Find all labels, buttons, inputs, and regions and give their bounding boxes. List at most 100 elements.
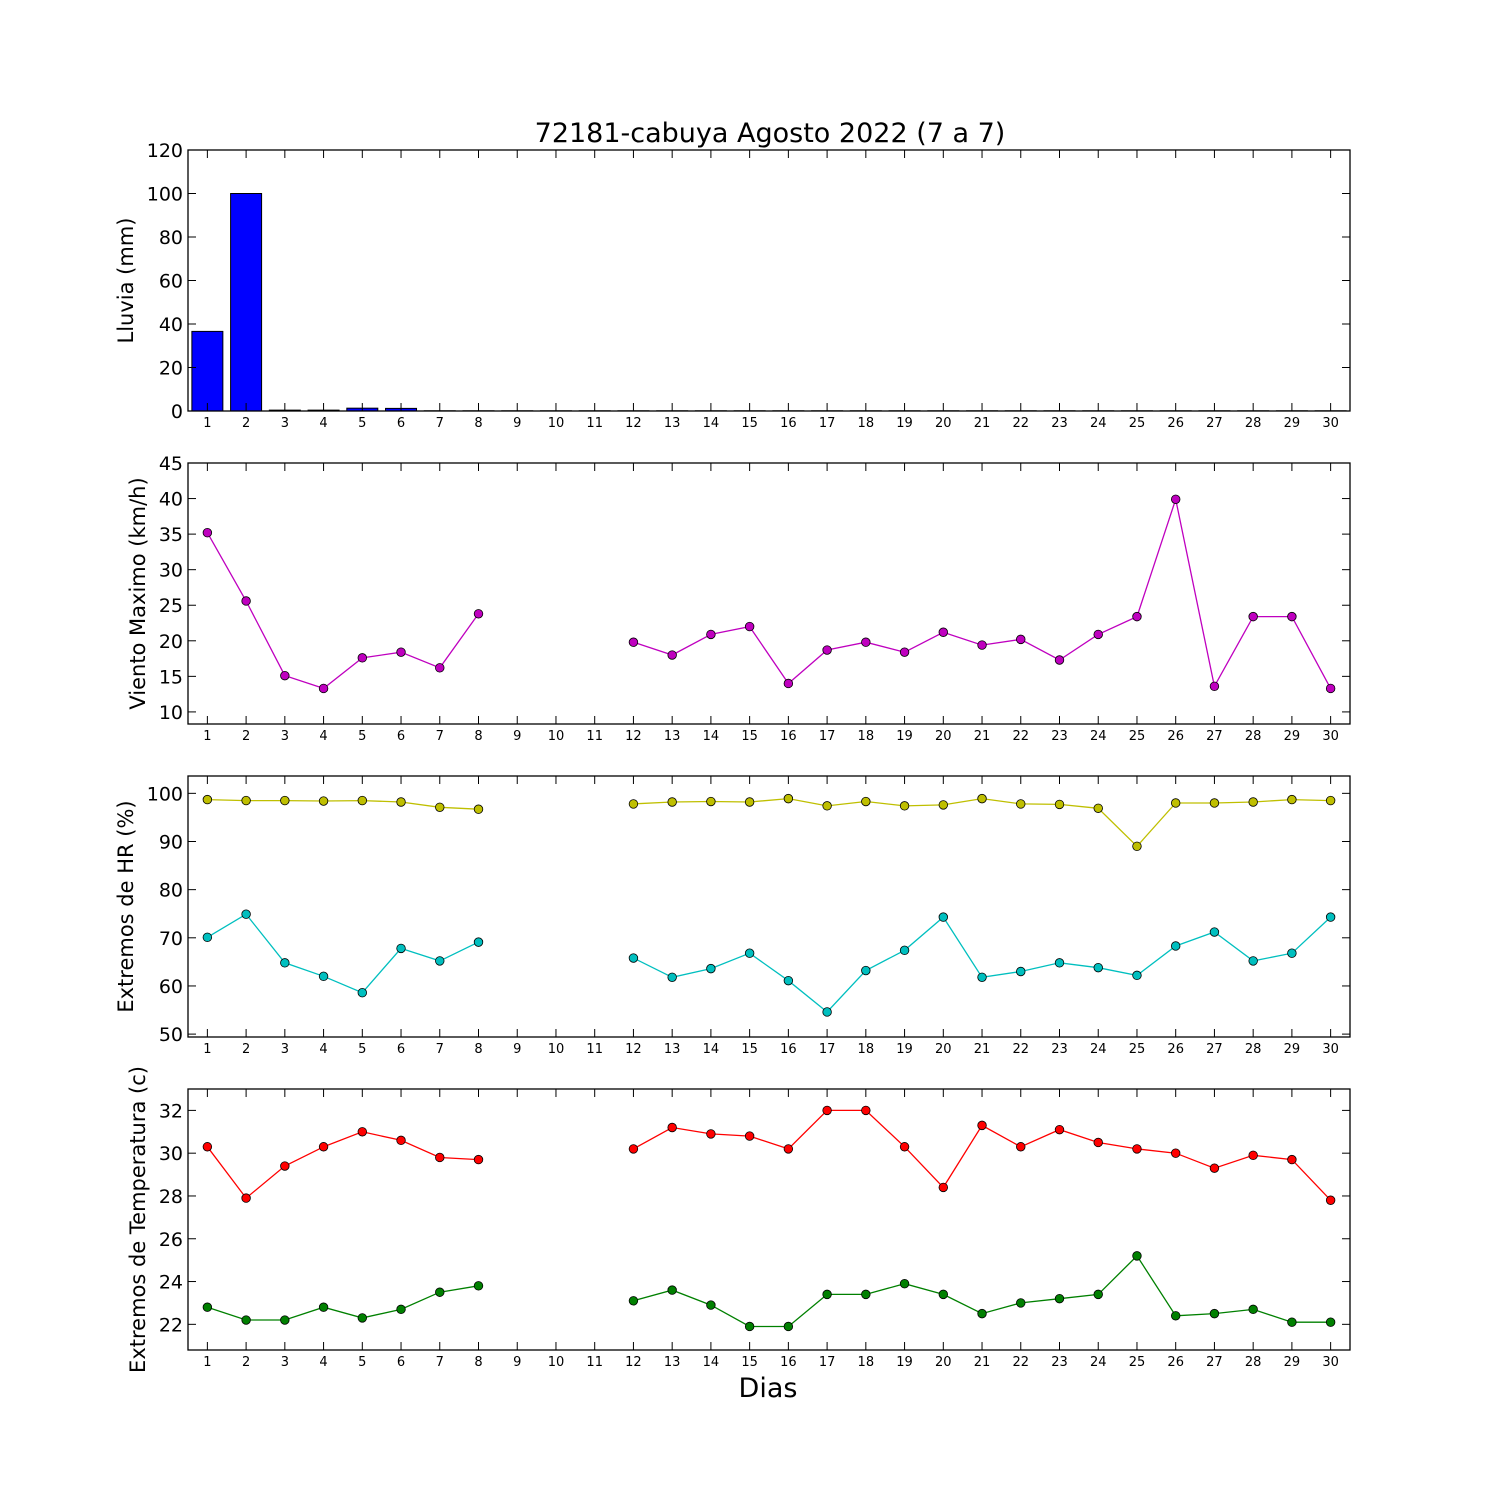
y-axis-label: Extremos de Temperatura (c) xyxy=(126,1066,150,1373)
y-tick-label: 20 xyxy=(159,631,183,653)
x-tick-label: 30 xyxy=(1322,416,1339,431)
series-2-point-day-12 xyxy=(628,953,639,963)
y-tick-label: 50 xyxy=(159,1024,183,1046)
x-tick-label: 3 xyxy=(281,1355,289,1370)
series-2-point-day-6 xyxy=(396,1304,406,1315)
x-tick-label: 2 xyxy=(242,729,250,744)
series-1-point-day-20 xyxy=(938,627,949,637)
x-tick-label: 23 xyxy=(1051,1355,1068,1370)
x-tick-label: 16 xyxy=(780,1355,797,1370)
series-2-point-day-4 xyxy=(318,971,329,982)
series-2-point-day-15 xyxy=(744,948,755,958)
series-1-point-day-13 xyxy=(667,1122,677,1133)
series-1-point-day-4 xyxy=(318,683,329,694)
series-2-point-day-3 xyxy=(280,1315,290,1325)
series-1-point-day-24 xyxy=(1093,1137,1103,1148)
series-1-point-day-13 xyxy=(667,797,677,807)
y-tick-label: 40 xyxy=(159,489,183,511)
series-2-point-day-21 xyxy=(977,972,987,982)
series-1-point-day-5 xyxy=(357,653,368,663)
series-1-point-day-2 xyxy=(241,1193,251,1203)
series-2-point-day-7 xyxy=(435,956,445,966)
x-tick-label: 7 xyxy=(436,1042,444,1057)
series-1-point-day-6 xyxy=(396,1135,406,1146)
x-tick-label: 17 xyxy=(819,1042,836,1057)
x-tick-label: 13 xyxy=(664,1355,681,1370)
series-1-point-day-18 xyxy=(861,1105,871,1116)
series-1-point-day-4 xyxy=(318,1142,329,1152)
series-2-point-day-29 xyxy=(1287,948,1297,958)
x-tick-label: 28 xyxy=(1245,1042,1262,1057)
series-2-point-day-20 xyxy=(938,912,949,922)
series-1-point-day-23 xyxy=(1054,1124,1065,1135)
series-1-point-day-2 xyxy=(241,596,251,606)
series-1-point-day-3 xyxy=(280,795,290,806)
series-1-point-day-26 xyxy=(1170,1148,1181,1158)
x-tick-label: 14 xyxy=(703,729,720,744)
x-tick-label: 1 xyxy=(203,729,211,744)
x-tick-label: 13 xyxy=(664,729,681,744)
y-tick-label: 15 xyxy=(159,666,183,688)
series-2-point-day-5 xyxy=(357,1313,368,1323)
series-2-point-day-3 xyxy=(280,958,290,968)
series-1-point-day-7 xyxy=(435,802,445,813)
series-1-point-day-8 xyxy=(473,609,484,619)
x-tick-label: 9 xyxy=(513,1355,521,1370)
x-tick-label: 4 xyxy=(319,1042,327,1057)
series-1-point-day-25 xyxy=(1132,1144,1142,1154)
x-tick-label: 6 xyxy=(397,416,405,431)
x-tick-label: 3 xyxy=(281,416,289,431)
x-tick-label: 21 xyxy=(974,729,991,744)
x-tick-label: 17 xyxy=(819,416,836,431)
series-1-point-day-27 xyxy=(1209,681,1220,692)
x-tick-label: 19 xyxy=(896,1355,913,1370)
x-tick-label: 26 xyxy=(1167,729,1184,744)
series-2-point-day-30 xyxy=(1325,1317,1336,1327)
series-1-point-day-12 xyxy=(628,637,639,647)
y-axis-label: Extremos de HR (%) xyxy=(114,800,138,1012)
series-2-point-day-18 xyxy=(861,965,871,976)
x-tick-label: 16 xyxy=(780,1042,797,1057)
x-tick-label: 10 xyxy=(548,416,565,431)
x-tick-label: 2 xyxy=(242,416,250,431)
series-1-point-day-25 xyxy=(1132,841,1142,852)
x-tick-label: 23 xyxy=(1051,729,1068,744)
series-2-point-day-17 xyxy=(822,1007,832,1017)
x-axis-label: Dias xyxy=(739,1373,798,1404)
x-tick-label: 15 xyxy=(741,1355,758,1370)
series-2-point-day-24 xyxy=(1093,1289,1103,1300)
series-1-point-day-23 xyxy=(1054,799,1065,810)
x-tick-label: 13 xyxy=(664,416,681,431)
series-1-point-day-5 xyxy=(357,1127,368,1137)
x-tick-label: 8 xyxy=(474,416,482,431)
series-2-point-day-5 xyxy=(357,987,368,998)
x-tick-label: 17 xyxy=(819,1355,836,1370)
x-tick-label: 12 xyxy=(625,729,642,744)
x-tick-label: 1 xyxy=(203,1042,211,1057)
series-1-point-day-14 xyxy=(706,796,716,807)
series-1-point-day-28 xyxy=(1248,1150,1258,1161)
series-1-point-day-17 xyxy=(822,801,832,811)
x-tick-label: 30 xyxy=(1322,1042,1339,1057)
series-1-point-day-7 xyxy=(435,1152,445,1163)
series-1-point-day-3 xyxy=(280,670,290,681)
x-tick-label: 20 xyxy=(935,416,952,431)
x-tick-label: 27 xyxy=(1206,416,1223,431)
x-tick-label: 14 xyxy=(703,1042,720,1057)
series-2-point-day-14 xyxy=(706,1300,716,1310)
series-2-point-day-12 xyxy=(628,1296,639,1306)
y-tick-label: 80 xyxy=(159,880,183,902)
series-2-point-day-16 xyxy=(783,1321,794,1332)
x-tick-label: 22 xyxy=(1012,1355,1029,1370)
series-1-point-day-21 xyxy=(977,640,987,650)
series-1-point-day-19 xyxy=(899,647,910,657)
x-tick-label: 5 xyxy=(358,729,366,744)
y-tick-label: 10 xyxy=(159,702,183,724)
series-1-point-day-26 xyxy=(1170,798,1181,808)
x-tick-label: 5 xyxy=(358,1355,366,1370)
y-tick-label: 25 xyxy=(159,595,183,617)
series-1-point-day-1 xyxy=(202,794,213,805)
x-tick-label: 1 xyxy=(203,1355,211,1370)
